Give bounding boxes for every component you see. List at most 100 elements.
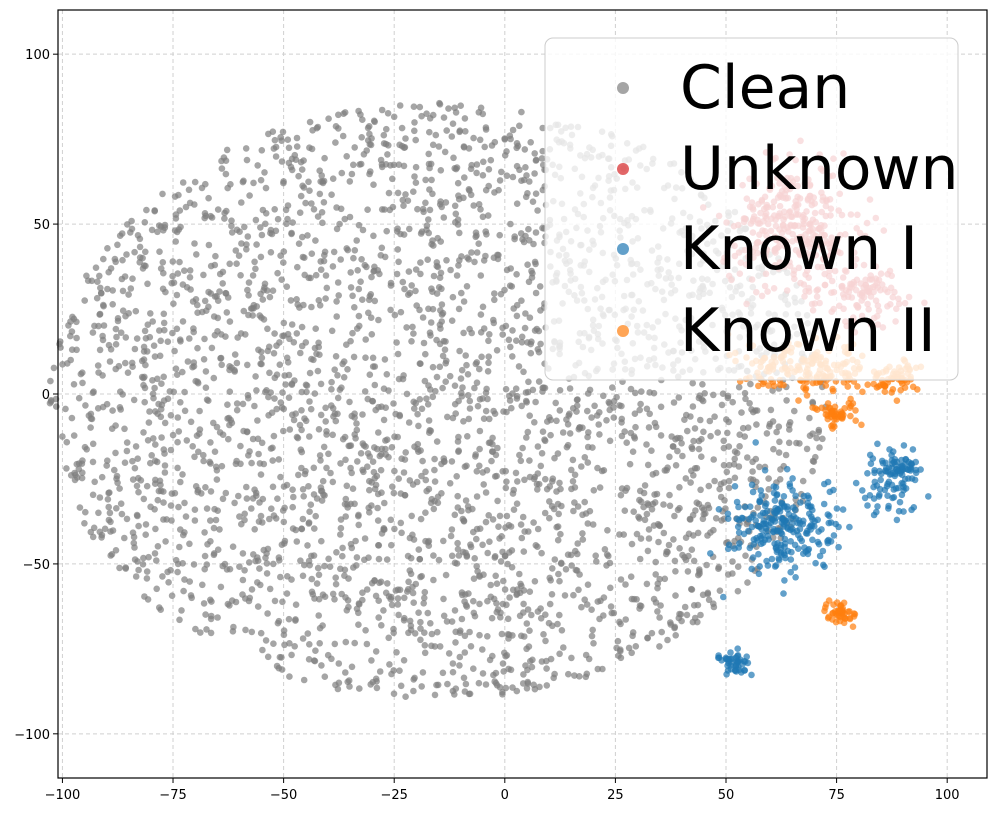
point-clean	[558, 560, 565, 567]
point-clean	[363, 640, 371, 648]
point-clean	[504, 631, 512, 638]
point-clean	[139, 561, 147, 568]
point-clean	[433, 681, 440, 689]
point-known-i	[783, 465, 791, 473]
point-clean	[285, 394, 293, 402]
point-clean	[385, 189, 393, 197]
point-clean	[428, 630, 436, 638]
point-clean	[527, 349, 535, 357]
point-clean	[200, 457, 207, 465]
point-clean	[488, 142, 496, 149]
point-clean	[607, 603, 615, 610]
point-clean	[444, 680, 451, 688]
point-clean	[194, 488, 201, 496]
point-clean	[473, 379, 481, 387]
point-clean	[213, 476, 221, 483]
point-clean	[181, 499, 188, 507]
point-clean	[435, 143, 443, 150]
point-clean	[518, 177, 525, 184]
point-clean	[638, 388, 645, 395]
point-clean	[530, 681, 537, 689]
point-clean	[245, 311, 252, 319]
point-clean	[513, 500, 521, 508]
point-clean	[388, 541, 395, 549]
point-clean	[359, 226, 367, 234]
point-clean	[691, 425, 699, 432]
point-clean	[182, 513, 190, 520]
point-clean	[436, 201, 444, 208]
point-known-i	[757, 487, 765, 494]
point-known-i	[748, 481, 756, 489]
point-clean	[156, 604, 163, 611]
point-clean	[372, 648, 380, 655]
point-clean	[104, 496, 112, 503]
point-clean	[122, 359, 129, 367]
point-clean	[396, 102, 404, 109]
point-clean	[690, 532, 697, 539]
point-clean	[451, 400, 459, 408]
point-clean	[306, 369, 314, 377]
point-clean	[674, 506, 682, 514]
point-clean	[244, 233, 252, 240]
point-clean	[328, 655, 335, 663]
point-known-i	[790, 504, 797, 511]
point-known-i	[731, 483, 739, 490]
point-clean	[331, 640, 339, 648]
point-known-i	[907, 464, 914, 471]
point-clean	[599, 665, 606, 673]
point-clean	[495, 523, 502, 530]
point-clean	[517, 521, 525, 528]
point-clean	[773, 428, 780, 436]
point-clean	[299, 572, 307, 580]
point-clean	[476, 396, 484, 403]
point-clean	[493, 580, 501, 587]
point-known-i	[733, 498, 741, 506]
point-clean	[412, 179, 420, 186]
point-clean	[678, 440, 685, 447]
point-clean	[610, 404, 617, 411]
point-clean	[151, 384, 158, 392]
point-clean	[644, 547, 652, 555]
point-clean	[417, 636, 424, 644]
point-clean	[112, 547, 120, 554]
point-clean	[540, 631, 547, 638]
point-clean	[603, 551, 611, 558]
point-clean	[98, 290, 105, 297]
point-clean	[298, 426, 305, 434]
point-clean	[715, 563, 723, 571]
point-clean	[498, 533, 505, 540]
point-clean	[488, 614, 496, 622]
point-clean	[813, 434, 820, 442]
point-clean	[520, 633, 528, 640]
point-clean	[447, 532, 455, 540]
point-clean	[284, 359, 292, 366]
point-clean	[107, 346, 115, 353]
point-clean	[161, 462, 169, 469]
point-clean	[212, 252, 219, 260]
point-clean	[502, 385, 510, 393]
point-clean	[364, 206, 371, 213]
point-clean	[160, 488, 167, 495]
point-clean	[526, 588, 534, 595]
point-clean	[766, 420, 774, 428]
point-clean	[547, 655, 555, 663]
point-clean	[633, 596, 640, 603]
point-clean	[254, 417, 261, 424]
point-clean	[347, 269, 355, 276]
point-clean	[366, 509, 373, 516]
point-clean	[584, 520, 592, 527]
point-clean	[344, 366, 351, 373]
point-clean	[411, 405, 418, 412]
point-clean	[292, 601, 300, 608]
point-clean	[228, 364, 235, 371]
point-clean	[351, 639, 359, 647]
point-known-ii	[854, 383, 861, 390]
point-clean	[281, 372, 289, 379]
point-clean	[365, 309, 372, 317]
point-clean	[343, 482, 351, 490]
point-known-i	[749, 554, 757, 561]
point-clean	[553, 417, 560, 425]
point-clean	[251, 402, 258, 410]
point-clean	[507, 265, 514, 272]
point-clean	[364, 395, 372, 403]
